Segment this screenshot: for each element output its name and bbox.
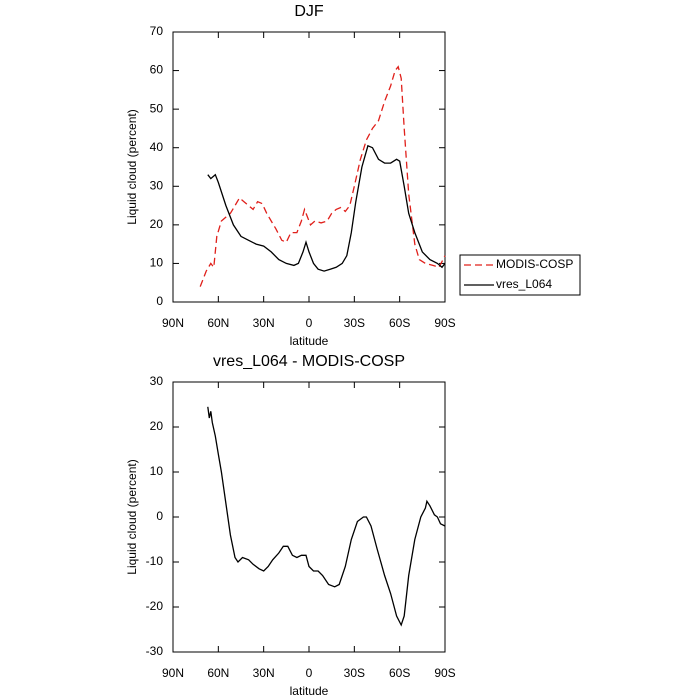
y-tick-label: 20 [150, 419, 164, 433]
y-tick-label: 20 [150, 217, 164, 231]
x-axis-label: latitude [290, 684, 329, 698]
y-tick-label: 70 [150, 24, 164, 38]
chart-title: DJF [294, 3, 324, 20]
x-tick-label: 30N [253, 666, 275, 680]
y-tick-label: 0 [156, 294, 163, 308]
y-tick-label: 30 [150, 178, 164, 192]
y-tick-label: 10 [150, 256, 164, 270]
x-tick-label: 0 [306, 316, 313, 330]
x-tick-label: 30S [344, 316, 365, 330]
x-tick-label: 0 [306, 666, 313, 680]
y-tick-label: -30 [146, 644, 164, 658]
x-tick-label: 60N [207, 666, 229, 680]
y-tick-label: 30 [150, 374, 164, 388]
y-tick-label: 0 [156, 509, 163, 523]
x-tick-label: 90S [434, 316, 455, 330]
x-tick-label: 30N [253, 316, 275, 330]
y-tick-label: 40 [150, 140, 164, 154]
x-tick-label: 60S [389, 666, 410, 680]
series-line [207, 144, 446, 272]
x-tick-label: 90S [434, 666, 455, 680]
x-tick-label: 90N [162, 666, 184, 680]
y-axis-label: Liquid cloud (percent) [125, 459, 139, 574]
y-tick-label: -20 [146, 599, 164, 613]
x-tick-label: 60N [207, 316, 229, 330]
x-tick-label: 30S [344, 666, 365, 680]
y-tick-label: -10 [146, 554, 164, 568]
series-line [207, 406, 446, 627]
y-tick-label: 10 [150, 464, 164, 478]
chart-title: vres_L064 - MODIS-COSP [213, 353, 405, 370]
x-tick-label: 90N [162, 316, 184, 330]
legend-box [459, 254, 581, 296]
x-axis-label: latitude [290, 334, 329, 348]
legend-label: MODIS-COSP [496, 257, 573, 271]
x-tick-label: 60S [389, 316, 410, 330]
y-axis-label: Liquid cloud (percent) [125, 109, 139, 224]
series-line [199, 65, 446, 287]
legend-label: vres_L064 [496, 277, 552, 291]
y-tick-label: 50 [150, 101, 164, 115]
y-tick-label: 60 [150, 63, 164, 77]
